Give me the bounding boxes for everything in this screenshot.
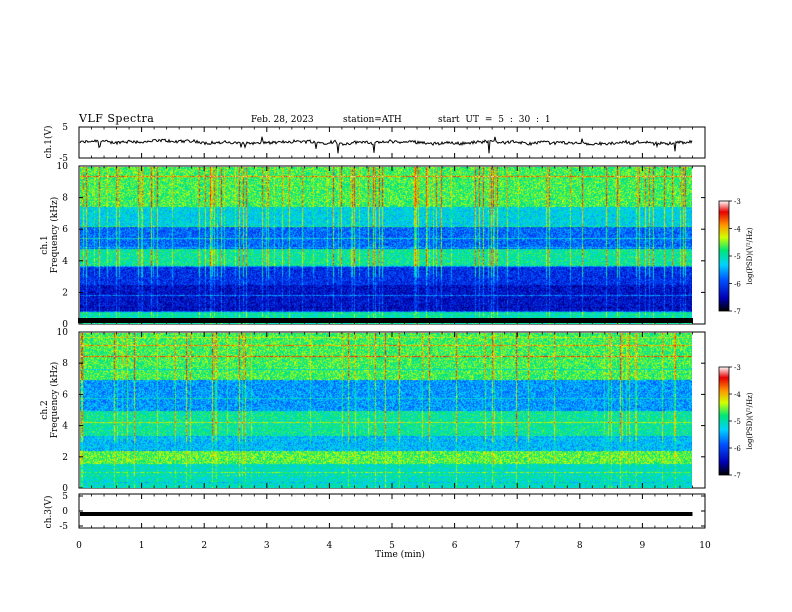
ch1-colorbar: -3 -4 -5 -6 -7 log(PSD)(V²/Hz): [718, 198, 754, 316]
x-tick-label: 2: [201, 541, 207, 551]
x-axis-label: Time (min): [375, 549, 425, 560]
ch1-low-freq-band: [78, 318, 693, 323]
ch3-voltage-ytick-label: 5: [62, 492, 68, 502]
ch2-spec-ytick-label: 4: [62, 422, 68, 432]
ch1-colorbar-tick-label: -6: [734, 281, 741, 289]
ch1-spectrogram-panel: 0 2 4 6 8 10 ch.1 Frequency (kHz): [40, 162, 706, 330]
ch1-spec-ytick-label: 4: [62, 257, 68, 267]
ch1-spec-ytick-label: 2: [62, 288, 68, 298]
ch2-spec-ytick-label: 10: [57, 328, 69, 338]
ch3-voltage-ytick-label: -5: [59, 522, 68, 532]
ch2-spectrogram-heatmap: [80, 333, 692, 488]
x-tick-label: 7: [514, 541, 520, 551]
x-tick-label: 4: [327, 541, 333, 551]
ch1-colorbar-tick-label: -4: [734, 226, 741, 234]
ch3-voltage-panel: 5 0 -5 ch.3(V): [43, 492, 706, 532]
x-tick-label: 1: [139, 541, 145, 551]
x-tick-label: 8: [577, 541, 583, 551]
ch1-colorbar-tick-label: -7: [734, 308, 741, 316]
ch3-voltage-ytick-label: 0: [62, 507, 68, 517]
ch2-spec-ytick-label: 6: [62, 390, 68, 400]
ch2-spec-ytick-label: 8: [62, 359, 68, 369]
figure-title: VLF Spectra: [79, 112, 155, 125]
ch2-spec-ytick-label: 0: [62, 484, 68, 494]
x-tick-label: 5: [389, 541, 395, 551]
ch2-colorbar-tick-label: -5: [734, 418, 741, 426]
ch1-spec-ytick-label: 8: [62, 194, 68, 204]
x-tick-label: 10: [699, 541, 711, 551]
ch1-voltage-panel: 5 -5 ch.1(V): [43, 123, 706, 164]
ch2-spectrogram-panel: 0 2 4 6 8 10 ch.2 Frequency (kHz): [40, 328, 706, 494]
x-tick-label: 9: [640, 541, 646, 551]
ch2-colorbar-tick-label: -6: [734, 445, 741, 453]
x-tick-label: 3: [264, 541, 270, 551]
ch1-spectrogram-heatmap: [80, 167, 692, 324]
station-label: station=ATH: [343, 115, 402, 125]
time-axis: 0 1 2 3 4 5 6 7 8 9 10: [76, 127, 711, 551]
ch1-colorbar-label: log(PSD)(V²/Hz): [746, 227, 754, 284]
ch1-spec-ytick-label: 6: [62, 225, 68, 235]
start-time-label: start UT = 5 : 30 : 1: [438, 115, 551, 125]
ch2-colorbar-tick-label: -7: [734, 472, 741, 480]
ch1-ylabel: ch.1(V): [43, 126, 54, 159]
ch3-ylabel: ch.3(V): [43, 496, 54, 529]
ch2-spec-ytick-label: 2: [62, 453, 68, 463]
ch1-spec-ylabel-ch: ch.1: [40, 235, 50, 254]
ch2-colorbar-label: log(PSD)(V²/Hz): [746, 392, 754, 449]
ch2-spec-ylabel-ch: ch.2: [40, 400, 50, 419]
ch1-spec-ytick-label: 0: [62, 320, 68, 330]
ch1-spec-ylabel-freq: Frequency (kHz): [49, 197, 60, 274]
ch1-voltage-line: [79, 136, 693, 154]
ch1-voltage-ytick-label: 5: [62, 123, 68, 133]
x-tick-label: 0: [76, 541, 82, 551]
ch1-spec-ytick-label: 10: [57, 162, 69, 172]
ch2-colorbar-tick-label: -4: [734, 391, 741, 399]
ch2-spec-ylabel-freq: Frequency (kHz): [49, 362, 60, 439]
ch1-colorbar-tick-label: -3: [734, 198, 741, 206]
x-tick-label: 6: [452, 541, 458, 551]
ch2-colorbar-tick-label: -3: [734, 364, 741, 372]
ch2-colorbar: -3 -4 -5 -6 -7 log(PSD)(V²/Hz): [718, 364, 754, 480]
ch1-colorbar-tick-label: -5: [734, 253, 741, 261]
ch1-voltage-ytick-label: -5: [59, 154, 68, 164]
date-label: Feb. 28, 2023: [251, 115, 314, 125]
